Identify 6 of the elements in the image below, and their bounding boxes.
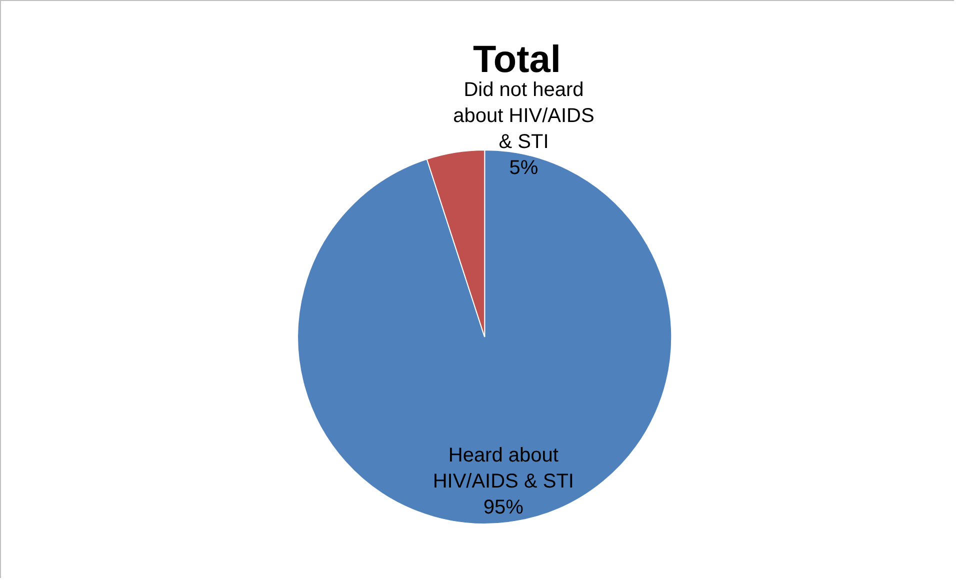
data-label: 95% [483, 496, 524, 518]
data-label: 5% [509, 157, 538, 180]
slice-label: Did not heard about HIV/AIDS & STI [453, 79, 594, 154]
chart-title: Total [473, 39, 561, 81]
slice-label: Heard about HIV/AIDS & STI [432, 444, 574, 492]
pie-slice [297, 149, 672, 524]
